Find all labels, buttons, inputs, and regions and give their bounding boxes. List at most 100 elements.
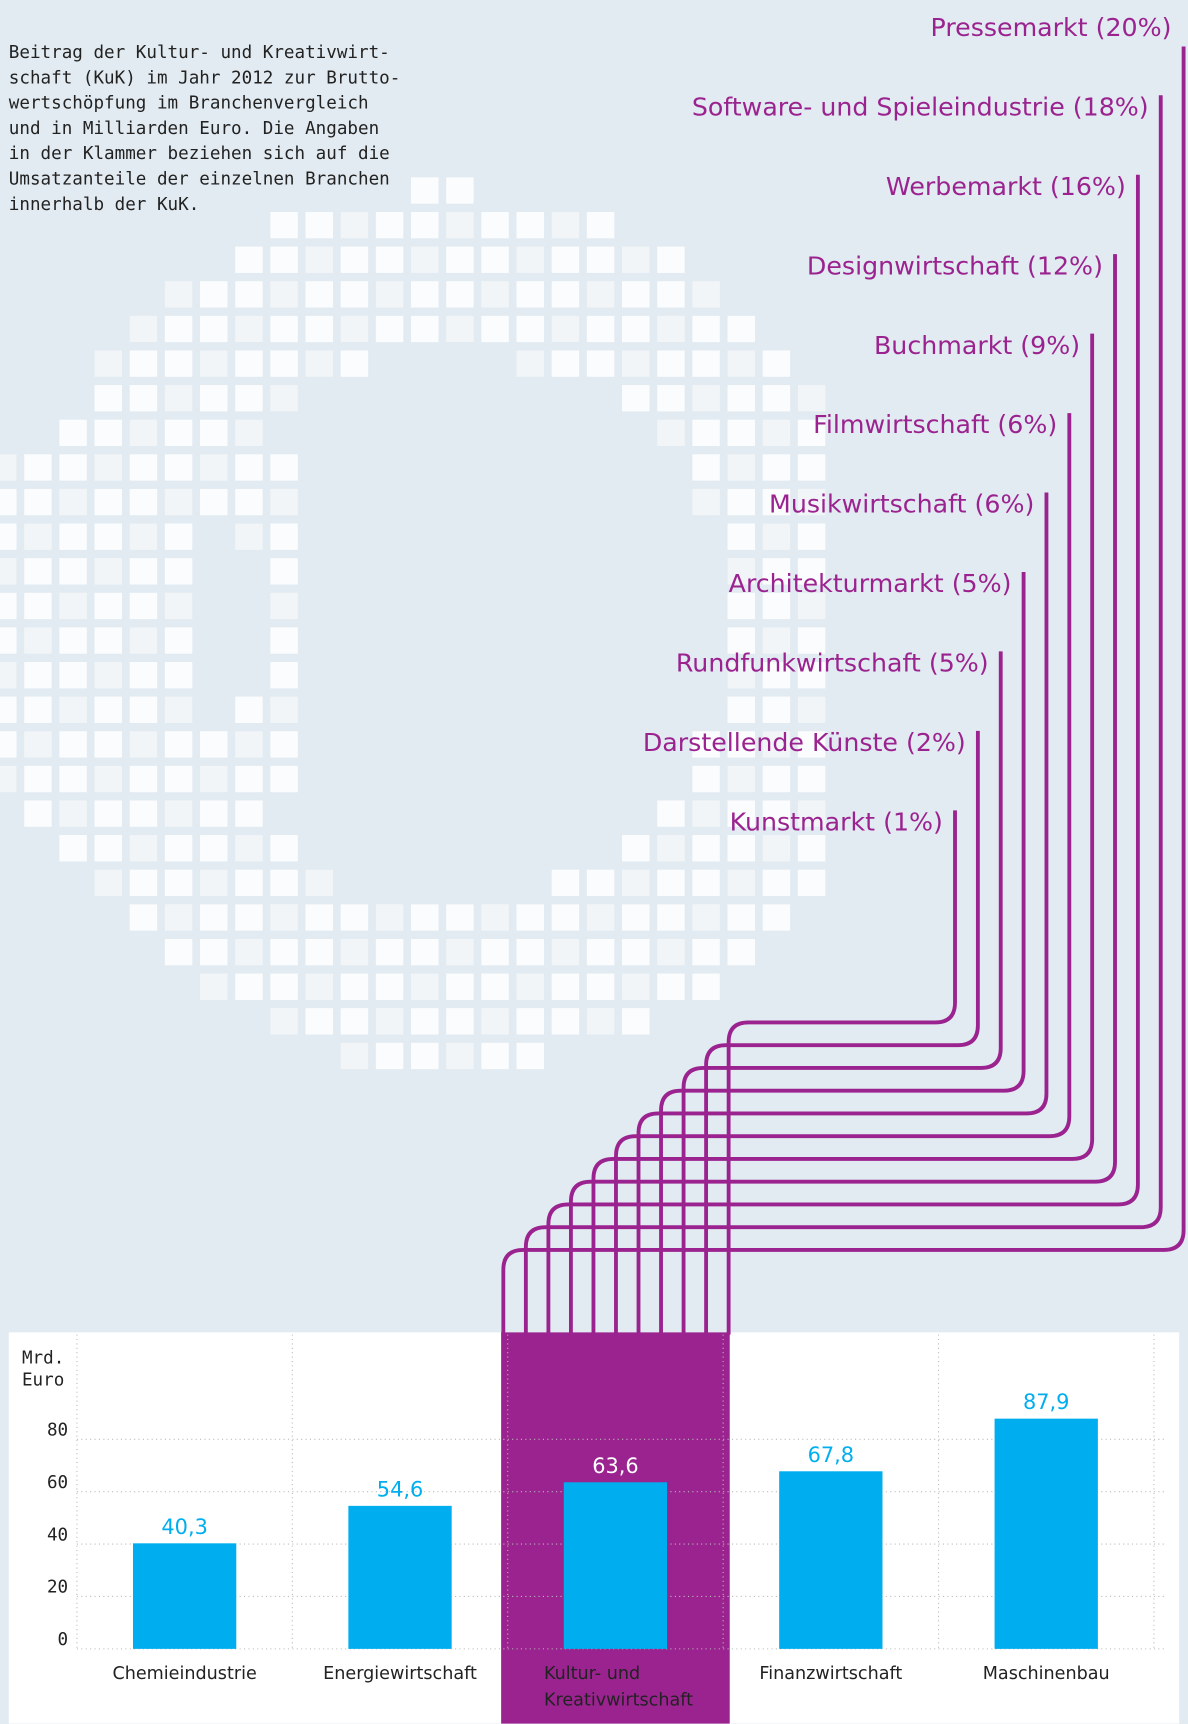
pattern-square [797, 661, 826, 689]
pattern-square [375, 246, 404, 273]
pattern-square [622, 281, 650, 308]
pattern-square [129, 731, 158, 758]
pattern-square [164, 523, 193, 550]
pattern-square [551, 904, 580, 931]
x-tick-label: Maschinenbau [983, 1664, 1110, 1684]
pattern-square [59, 627, 87, 654]
pattern-square [727, 696, 756, 723]
intro-line: innerhalb der KuK. [9, 195, 200, 215]
pattern-square [0, 731, 17, 758]
pattern-square [586, 904, 615, 931]
pattern-square [235, 973, 263, 1000]
pattern-square [797, 800, 826, 827]
pattern-square [411, 973, 439, 1000]
intro-line: und in Milliarden Euro. Die Angaben [9, 119, 379, 139]
pattern-square [270, 350, 298, 377]
pattern-square [164, 661, 193, 689]
pattern-square [797, 419, 826, 447]
pattern-square [340, 246, 369, 273]
pattern-square [340, 1008, 369, 1035]
pattern-square [340, 1042, 369, 1070]
pattern-square [164, 765, 193, 793]
pattern-square [622, 835, 650, 862]
pattern-square [692, 904, 720, 931]
pattern-square [129, 592, 158, 620]
pattern-square [94, 523, 122, 550]
pattern-square [129, 558, 158, 585]
pattern-square [164, 731, 193, 758]
pattern-square [164, 869, 193, 897]
pattern-square [762, 419, 791, 447]
pattern-square [516, 281, 544, 308]
pattern-square [551, 938, 580, 966]
y-tick-label: 0 [58, 1630, 69, 1650]
pattern-square [305, 938, 333, 966]
pattern-square [270, 523, 298, 550]
pattern-square [235, 281, 263, 308]
pattern-square [129, 696, 158, 723]
pattern-square [200, 419, 228, 447]
pattern-square [622, 385, 650, 412]
pattern-square [270, 592, 298, 620]
pattern-square [516, 315, 544, 343]
pattern-square [727, 385, 756, 412]
pattern-square [270, 627, 298, 654]
pattern-square [59, 523, 87, 550]
pattern-square [94, 696, 122, 723]
pattern-square [164, 558, 193, 585]
pattern-square [94, 385, 122, 412]
pattern-square [94, 419, 122, 447]
pattern-square [657, 419, 685, 447]
pattern-square [551, 281, 580, 308]
pattern-square [94, 765, 122, 793]
pattern-square [446, 904, 474, 931]
pattern-square [0, 523, 17, 550]
pattern-square [446, 281, 474, 308]
pattern-square [200, 488, 228, 516]
pattern-square [305, 904, 333, 931]
pattern-square [481, 1042, 509, 1070]
pattern-square [129, 869, 158, 897]
pattern-square [24, 731, 52, 758]
pattern-square [797, 835, 826, 862]
y-axis-label: Mrd. [22, 1349, 64, 1369]
pattern-square [657, 315, 685, 343]
pattern-square [0, 592, 17, 620]
pattern-square [727, 869, 756, 897]
pattern-square [481, 904, 509, 931]
pattern-square [375, 938, 404, 966]
pattern-square [235, 523, 263, 550]
pattern-square [235, 904, 263, 931]
pattern-square [797, 731, 826, 758]
breakdown-label: Software- und Spieleindustrie (18%) [692, 92, 1149, 121]
pattern-square [762, 523, 791, 550]
connector-line [681, 651, 1003, 1335]
pattern-square [375, 973, 404, 1000]
pattern-square [762, 627, 791, 654]
pattern-square [235, 765, 263, 793]
pattern-square [411, 211, 439, 239]
pattern-square [129, 315, 158, 343]
pattern-square [797, 592, 826, 620]
pattern-square [235, 800, 263, 827]
pattern-square [622, 315, 650, 343]
pattern-square [692, 385, 720, 412]
pattern-square [797, 488, 826, 516]
pattern-square [692, 350, 720, 377]
pattern-square [657, 385, 685, 412]
pattern-square [235, 731, 263, 758]
pattern-square [200, 731, 228, 758]
pattern-square [586, 938, 615, 966]
pattern-square [657, 904, 685, 931]
pattern-square [622, 1008, 650, 1035]
breakdown-label: Darstellende Künste (2%) [643, 728, 966, 757]
pattern-square [129, 627, 158, 654]
pattern-square [411, 1008, 439, 1035]
pattern-square [692, 419, 720, 447]
pattern-square [446, 315, 474, 343]
pattern-square [797, 454, 826, 481]
pattern-square [411, 246, 439, 273]
pattern-square [235, 938, 263, 966]
pattern-square [235, 315, 263, 343]
pattern-square [59, 731, 87, 758]
